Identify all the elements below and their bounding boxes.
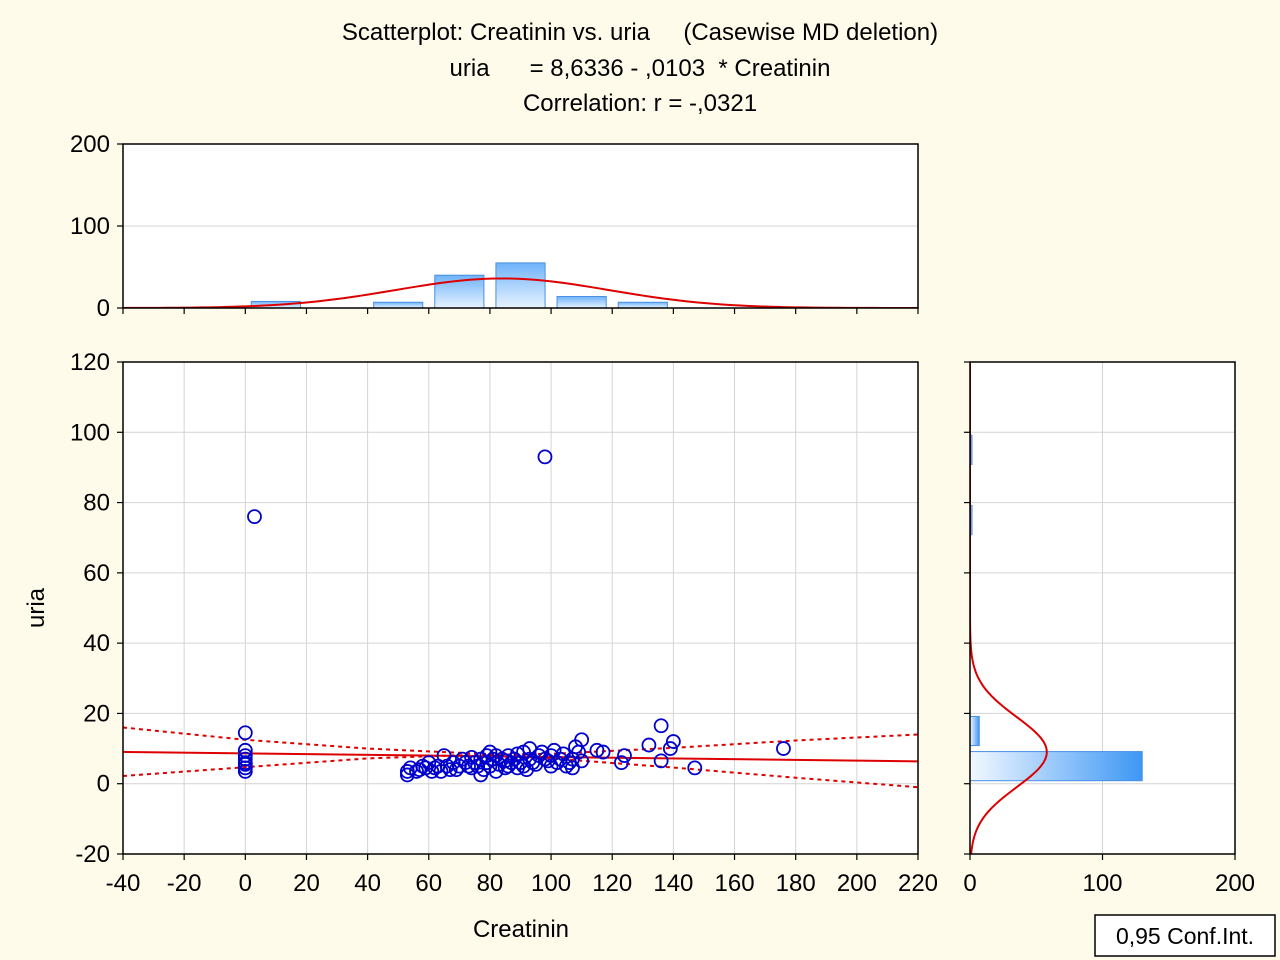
data-point bbox=[653, 718, 669, 734]
x-tick-label: 160 bbox=[715, 870, 755, 897]
x-tick-label: 120 bbox=[592, 870, 632, 897]
data-point bbox=[653, 753, 669, 769]
data-points bbox=[237, 449, 791, 783]
data-point bbox=[510, 746, 525, 762]
data-point bbox=[247, 509, 262, 525]
top-hist-bar bbox=[495, 262, 546, 309]
y-tick-label: 60 bbox=[83, 560, 110, 587]
y-tick-label: 0 bbox=[97, 771, 110, 798]
x-tick-label: 20 bbox=[293, 870, 320, 897]
y-tick-label: 120 bbox=[70, 349, 110, 376]
data-point bbox=[574, 732, 590, 748]
data-point bbox=[442, 762, 458, 778]
right-histogram: 0 100 200 bbox=[963, 361, 1255, 897]
right-hist-bar bbox=[969, 751, 1143, 782]
x-tick-label: 140 bbox=[653, 870, 693, 897]
plot-background bbox=[123, 362, 918, 854]
x-axis-label: Creatinin bbox=[473, 916, 569, 943]
right-hist-x-tick-label: 200 bbox=[1215, 870, 1255, 897]
data-point bbox=[665, 734, 681, 749]
data-point bbox=[574, 753, 590, 769]
data-point bbox=[614, 755, 629, 771]
conf-int-legend-box bbox=[1094, 914, 1276, 957]
data-point bbox=[565, 760, 580, 776]
top-hist-bar bbox=[373, 301, 424, 309]
right-hist-x-tick-label: 100 bbox=[1082, 870, 1122, 897]
x-tick-label: -40 bbox=[106, 870, 141, 897]
x-tick-label: 100 bbox=[531, 870, 571, 897]
top-hist-normal-curve bbox=[123, 277, 918, 308]
y-tick-label: -20 bbox=[75, 841, 110, 868]
x-tick-label: 40 bbox=[354, 870, 381, 897]
regression-equation: uria = 8,6336 - ,0103 * Creatinin bbox=[450, 55, 831, 82]
data-point bbox=[776, 741, 791, 756]
x-tick-label: -20 bbox=[167, 870, 202, 897]
data-point bbox=[237, 725, 253, 741]
top-hist-bar bbox=[556, 296, 607, 309]
data-point bbox=[595, 744, 611, 760]
top-histogram: 0 100 200 bbox=[70, 131, 919, 322]
y-axis-label: uria bbox=[23, 587, 50, 628]
x-tick-label: 220 bbox=[898, 870, 938, 897]
confidence-band-upper bbox=[123, 726, 918, 756]
x-tick-label: 200 bbox=[837, 870, 877, 897]
y-tick-label: 40 bbox=[83, 630, 110, 657]
chart-title: Scatterplot: Creatinin vs. uria (Casewis… bbox=[342, 19, 938, 46]
top-hist-y-tick-label: 100 bbox=[70, 213, 110, 240]
y-tick-label: 80 bbox=[83, 490, 110, 517]
x-tick-label: 180 bbox=[776, 870, 816, 897]
scatter-plot-area: -40 -20 0 20 40 60 80 100 120 140 160 180 200 220-200… bbox=[70, 349, 938, 897]
right-hist-x-tick-label: 0 bbox=[963, 870, 976, 897]
data-point bbox=[662, 741, 678, 756]
plot-frame bbox=[122, 361, 919, 855]
data-point bbox=[488, 764, 504, 779]
y-tick-label: 100 bbox=[70, 419, 110, 446]
data-point bbox=[687, 760, 703, 776]
data-point bbox=[237, 764, 253, 779]
x-tick-label: 0 bbox=[239, 870, 252, 897]
data-point bbox=[537, 449, 553, 465]
data-point bbox=[641, 737, 657, 753]
correlation-label: Correlation: r = -,0321 bbox=[523, 90, 757, 117]
data-point bbox=[617, 748, 632, 763]
x-tick-label: 80 bbox=[477, 870, 504, 897]
x-tick-label: 60 bbox=[415, 870, 442, 897]
top-hist-bar bbox=[617, 301, 668, 309]
top-hist-y-tick-label: 200 bbox=[70, 131, 110, 158]
data-point bbox=[436, 748, 452, 763]
data-point bbox=[589, 742, 605, 758]
right-hist-bar bbox=[969, 715, 980, 747]
y-tick-label: 20 bbox=[83, 700, 110, 727]
top-hist-y-tick-label: 0 bbox=[97, 295, 110, 322]
conf-int-legend-label: 0,95 Conf.Int. bbox=[1116, 923, 1254, 949]
